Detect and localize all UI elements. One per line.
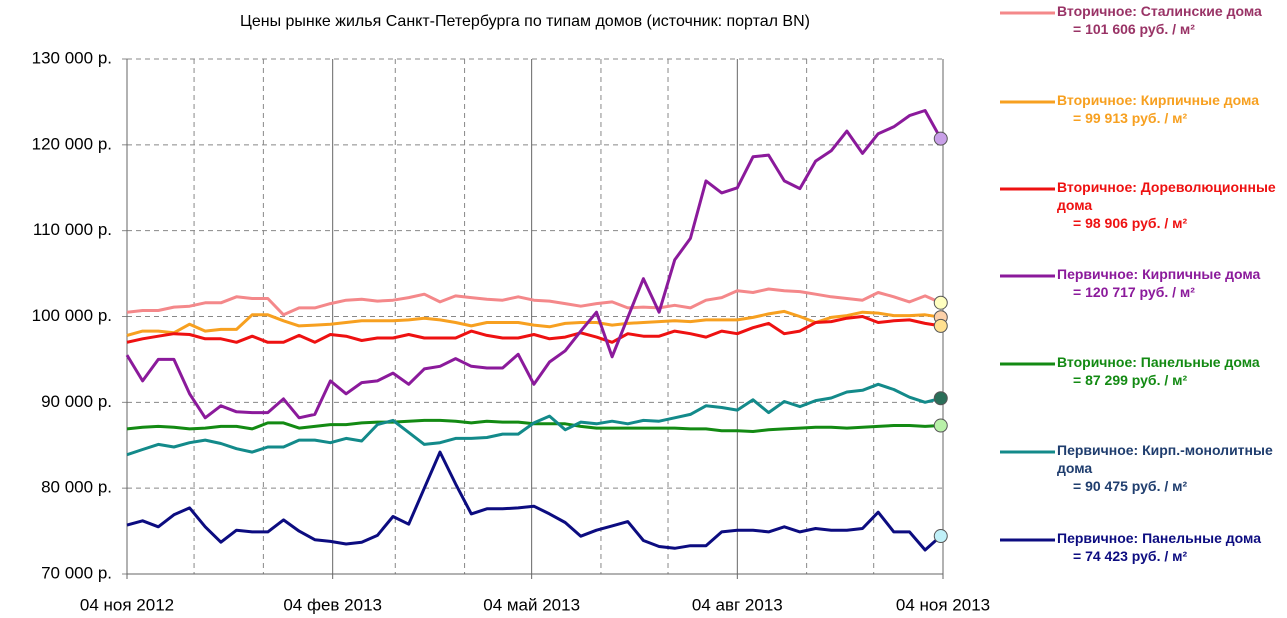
end-marker	[933, 529, 948, 544]
legend-entry: Первичное: Кирп.-монолитные дома = 90 475…	[1057, 441, 1283, 495]
series-line	[126, 309, 942, 337]
end-marker	[933, 391, 948, 406]
series-line	[125, 109, 943, 420]
legend-value: = 99 913 руб. / м²	[1073, 110, 1188, 126]
end-marker	[933, 418, 948, 433]
y-tick-label: 130 000 р.	[32, 48, 112, 67]
legend-label: Вторичное: Кирпичные дома	[1057, 92, 1259, 108]
y-tick-label: 70 000 р.	[41, 563, 112, 582]
end-marker	[933, 295, 948, 310]
y-tick-label: 110 000 р.	[33, 220, 112, 239]
end-marker	[933, 318, 948, 333]
series-line	[126, 287, 942, 317]
legend-label: Первичное: Кирпичные дома	[1057, 266, 1261, 282]
legend-label: Вторичное: Панельные дома	[1057, 354, 1260, 370]
y-tick-label: 120 000 р.	[32, 134, 112, 153]
legend-value: = 101 606 руб. / м²	[1073, 21, 1195, 37]
legend-value: = 98 906 руб. / м²	[1073, 215, 1188, 231]
x-tick-label: 04 ноя 2013	[896, 595, 990, 614]
end-marker	[933, 131, 948, 146]
legend-label: Первичное: Панельные дома	[1057, 530, 1261, 546]
y-tick-label: 90 000 р.	[41, 392, 112, 411]
legend-value: = 90 475 руб. / м²	[1073, 478, 1188, 494]
legend-entry: Первичное: Кирпичные дома = 120 717 руб. …	[1057, 265, 1283, 301]
legend-label: Вторичное: Дореволюционные дома	[1057, 179, 1276, 213]
x-tick-label: 04 ноя 2012	[80, 595, 174, 614]
series-line	[126, 382, 942, 457]
series-line	[126, 450, 942, 552]
series-line	[126, 315, 942, 344]
legend-label: Вторичное: Сталинские дома	[1057, 3, 1262, 19]
legend-entry: Первичное: Панельные дома = 74 423 руб. /…	[1057, 529, 1283, 565]
chart-title: Цены рынке жилья Санкт-Петербурга по тип…	[240, 13, 810, 30]
legend-value: = 120 717 руб. / м²	[1073, 284, 1195, 300]
y-tick-label: 80 000 р.	[41, 478, 112, 497]
legend-entry: Вторичное: Кирпичные дома = 99 913 руб. /…	[1057, 91, 1283, 127]
x-tick-label: 04 май 2013	[483, 595, 580, 614]
x-tick-label: 04 фев 2013	[283, 595, 382, 614]
legend-label: Первичное: Кирп.-монолитные дома	[1057, 442, 1273, 476]
y-tick-label: 100 000 р.	[32, 306, 112, 325]
legend-entry: Вторичное: Панельные дома = 87 299 руб. /…	[1057, 353, 1283, 389]
legend-entry: Вторичное: Дореволюционные дома = 98 906 …	[1057, 178, 1283, 232]
legend-entry: Вторичное: Сталинские дома = 101 606 руб.…	[1057, 2, 1283, 38]
x-tick-label: 04 авг 2013	[692, 595, 783, 614]
legend-value: = 87 299 руб. / м²	[1073, 372, 1188, 388]
legend-value: = 74 423 руб. / м²	[1073, 548, 1188, 564]
